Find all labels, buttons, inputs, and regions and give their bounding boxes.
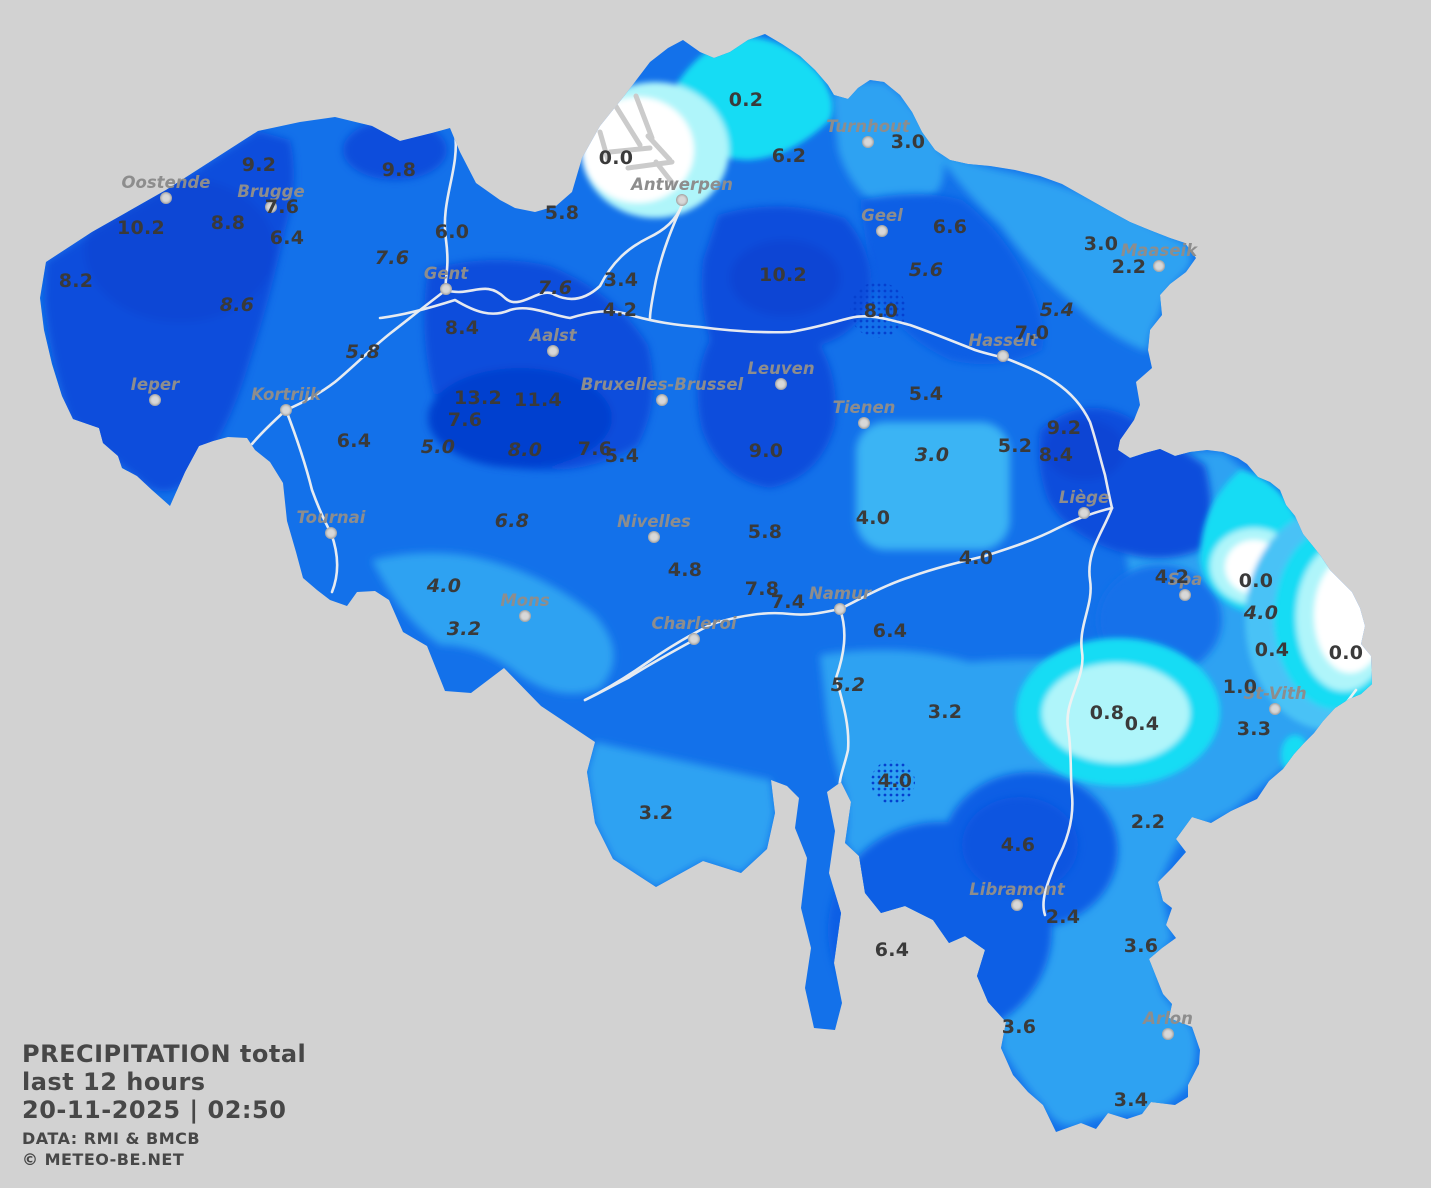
title-block: PRECIPITATION total last 12 hours 20-11-… xyxy=(22,1040,306,1170)
speckle-spot xyxy=(871,760,915,804)
map-title: PRECIPITATION total xyxy=(22,1040,307,1068)
copyright: © METEO-BE.NET xyxy=(22,1150,185,1169)
map-subtitle: last 12 hours xyxy=(22,1068,206,1096)
zero-precip-zones xyxy=(581,36,1372,786)
data-source: DATA: RMI & BMCB xyxy=(22,1129,201,1148)
antwerp-harbour-docks xyxy=(597,93,677,188)
speckle-spot xyxy=(850,282,906,338)
dark-precip-regions xyxy=(44,120,1212,893)
map-datetime: 20-11-2025 | 02:50 xyxy=(22,1096,287,1124)
